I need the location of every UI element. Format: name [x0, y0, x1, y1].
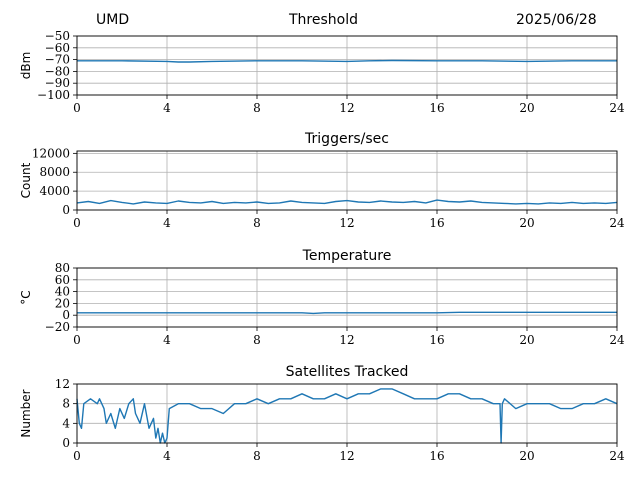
x-tick-label: 0	[73, 449, 81, 463]
x-tick-label: 16	[429, 101, 444, 115]
date-label: 2025/06/28	[516, 12, 597, 28]
series-line	[76, 199, 618, 205]
y-tick-label: 0	[62, 308, 70, 322]
y-tick-label: 4	[62, 416, 70, 430]
series-line	[77, 311, 617, 315]
x-tick-label: 8	[253, 216, 261, 230]
panel-4: 0 4 8 12 16 20 24 0 4 8 12 Number Satellites Tracked	[19, 364, 625, 463]
x-tick-label: 12	[339, 216, 354, 230]
x-tick-label: 12	[339, 101, 354, 115]
x-tick-label: 4	[163, 101, 171, 115]
x-tick-label: 4	[163, 216, 171, 230]
y-tick-label: 20	[55, 296, 70, 310]
x-tick-label: 8	[253, 449, 261, 463]
y-tick-label: 80	[55, 261, 70, 275]
x-tick-label: 12	[339, 449, 354, 463]
threshold-title: Threshold	[289, 12, 358, 28]
x-tick-label: 4	[163, 449, 171, 463]
y-axis-label: Count	[19, 162, 33, 198]
x-tick-label: 24	[609, 101, 625, 115]
panel-title: Temperature	[302, 248, 392, 264]
x-tick-label: 20	[519, 101, 534, 115]
panel-title: Triggers/sec	[304, 131, 389, 147]
x-tick-label: 24	[609, 216, 625, 230]
y-tick-label: −60	[45, 41, 70, 55]
y-tick-label: 0	[62, 436, 70, 450]
y-tick-label: 60	[55, 273, 70, 287]
x-tick-label: 20	[519, 333, 534, 347]
y-tick-label: 0	[62, 203, 70, 217]
y-tick-label: −50	[45, 29, 70, 43]
x-tick-label: 0	[73, 216, 81, 230]
series-line	[76, 388, 618, 444]
x-tick-label: 20	[519, 449, 534, 463]
x-tick-label: 8	[253, 101, 261, 115]
x-tick-label: 0	[73, 101, 81, 115]
x-tick-label: 16	[429, 216, 444, 230]
y-tick-label: 4000	[39, 184, 70, 198]
y-tick-label: −70	[45, 53, 70, 67]
y-axis-label: dBm	[19, 52, 33, 80]
x-tick-label: 24	[609, 333, 625, 347]
panel-2: 0 4 8 12 16 20 24 0 4000 8000 12000 Count Triggers/s…	[19, 131, 625, 230]
series-line	[77, 59, 617, 63]
y-tick-label: 12000	[32, 146, 70, 160]
y-tick-label: 8	[62, 397, 70, 411]
x-tick-label: 12	[339, 333, 354, 347]
station-label: UMD	[96, 12, 130, 28]
y-tick-label: 8000	[39, 165, 70, 179]
panel-title: Satellites Tracked	[286, 364, 409, 380]
x-tick-label: 20	[519, 216, 534, 230]
x-tick-label: 0	[73, 333, 81, 347]
x-tick-label: 24	[609, 449, 625, 463]
y-tick-label: −90	[45, 76, 70, 90]
y-tick-label: −80	[45, 64, 70, 78]
y-axis-label: Number	[19, 389, 33, 437]
x-tick-label: 8	[253, 333, 261, 347]
y-tick-label: −20	[45, 320, 70, 334]
y-tick-label: 12	[55, 377, 70, 391]
y-tick-label: 40	[55, 285, 70, 299]
x-tick-label: 4	[163, 333, 171, 347]
x-tick-label: 16	[429, 333, 444, 347]
y-axis-label: °C	[19, 290, 33, 304]
y-tick-label: −100	[37, 88, 70, 102]
panel-1: 0 4 8 12 16 20 24 −100−90−80−70−60−50 dBm	[19, 29, 625, 115]
x-tick-label: 16	[429, 449, 444, 463]
